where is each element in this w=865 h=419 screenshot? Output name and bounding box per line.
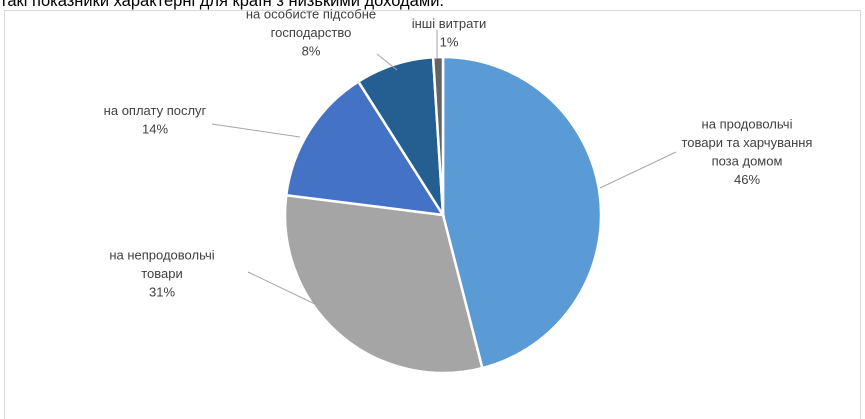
- header-text: такі показники характерні для країн з ни…: [0, 0, 444, 10]
- chart-frame: [4, 10, 861, 419]
- slice-value-label: 46%: [734, 172, 760, 187]
- slice-category-label: товари: [141, 266, 183, 281]
- pie-slice: [431, 55, 445, 216]
- slice-category-label: господарство: [271, 25, 352, 40]
- slice-category-label: інші витрати: [412, 16, 487, 31]
- slice-category-label: на непродовольчі: [109, 248, 214, 263]
- pie-slice: [284, 79, 446, 217]
- slice-value-label: 14%: [142, 121, 168, 136]
- slice-category-label: на особисте підсобне: [246, 7, 376, 22]
- slice-value-label: 8%: [302, 44, 321, 59]
- slice-category-label: на оплату послуг: [104, 103, 207, 118]
- slice-category-label: товари та харчування: [682, 135, 813, 150]
- slice-category-label: на продовольчі: [702, 116, 793, 131]
- leader-line: [247, 271, 318, 306]
- pie-slice: [441, 55, 603, 370]
- slice-category-label: поза домом: [712, 153, 783, 168]
- slice-value-label: 1%: [440, 34, 459, 49]
- slice-value-label: 31%: [149, 285, 175, 300]
- leader-line: [599, 151, 677, 189]
- leader-line: [211, 123, 301, 138]
- pie-slice: [283, 193, 484, 375]
- leader-line: [376, 53, 398, 71]
